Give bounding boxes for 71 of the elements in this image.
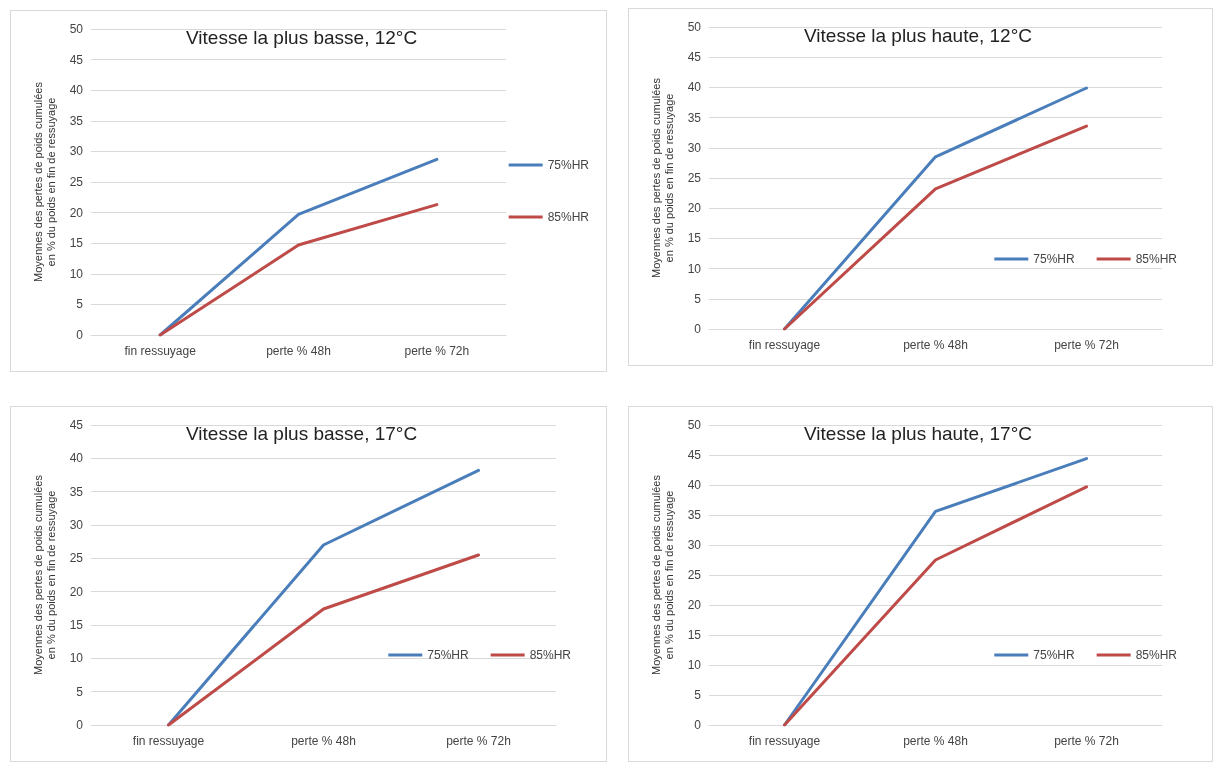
legend-label: 75%HR (427, 648, 469, 662)
chart-title: Vitesse la plus haute, 17°C (804, 423, 1032, 444)
x-tick-label: perte % 48h (291, 734, 356, 748)
chart-title: Vitesse la plus basse, 12°C (186, 27, 418, 48)
y-tick-label: 0 (76, 328, 84, 342)
legend-label: 75%HR (547, 158, 590, 172)
y-tick-label: 15 (69, 236, 84, 251)
y-axis-title: Moyennes des pertes de poids cumulées en % du poids en fin de ressuyage (649, 474, 675, 675)
y-tick-label: 35 (69, 484, 84, 499)
y-tick-label: 30 (69, 144, 84, 159)
y-tick-label: 10 (687, 261, 702, 276)
y-tick-label: 25 (687, 568, 702, 582)
x-tick-label: fin ressuyage (748, 338, 821, 352)
y-tick-label: 35 (687, 110, 702, 125)
y-tick-label: 35 (687, 508, 702, 522)
y-tick-label: 30 (687, 538, 702, 552)
y-tick-label: 10 (69, 266, 84, 281)
y-tick-label: 0 (76, 718, 84, 732)
legend-label: 85%HR (1135, 648, 1178, 662)
y-tick-label: 45 (687, 448, 702, 462)
y-tick-label: 15 (687, 231, 702, 246)
chart-title: Vitesse la plus haute, 12°C (804, 25, 1032, 46)
x-tick-label: perte % 72h (1054, 338, 1119, 352)
y-tick-label: 0 (694, 322, 702, 336)
y-tick-label: 45 (69, 52, 84, 67)
y-tick-label: 15 (69, 618, 84, 632)
y-tick-label: 30 (687, 140, 702, 155)
y-tick-label: 45 (687, 50, 702, 65)
y-tick-label: 40 (69, 451, 84, 466)
legend-label: 85%HR (1135, 252, 1178, 266)
legend-label: 85%HR (529, 648, 572, 662)
x-tick-label: fin ressuyage (124, 344, 197, 358)
y-tick-label: 50 (687, 20, 702, 34)
x-tick-label: perte % 48h (903, 734, 968, 748)
y-tick-label: 10 (687, 658, 702, 672)
y-tick-label: 25 (69, 175, 84, 189)
y-tick-label: 0 (694, 718, 702, 732)
y-axis-title: Moyennes des pertes de poids cumulées en % du poids en fin de ressuyage (31, 81, 57, 282)
y-tick-label: 10 (69, 651, 84, 666)
y-tick-label: 20 (69, 584, 84, 599)
y-tick-label: 40 (69, 83, 84, 98)
y-tick-label: 20 (687, 598, 702, 612)
y-tick-label: 25 (69, 551, 84, 566)
y-tick-label: 15 (687, 628, 702, 642)
y-tick-label: 5 (76, 684, 84, 699)
y-axis-title: Moyennes des pertes de poids cumulées en % du poids en fin de ressuyage (31, 474, 57, 675)
y-tick-label: 25 (687, 171, 702, 185)
y-tick-label: 40 (687, 80, 702, 95)
y-tick-label: 20 (69, 205, 84, 220)
y-tick-label: 5 (76, 297, 84, 312)
y-tick-label: 20 (687, 201, 702, 216)
legend-label: 75%HR (1033, 648, 1075, 662)
legend-label: 85%HR (547, 210, 590, 224)
y-tick-label: 35 (69, 113, 84, 128)
legend-label: 75%HR (1033, 252, 1075, 266)
y-tick-label: 45 (69, 418, 84, 432)
x-tick-label: fin ressuyage (132, 734, 205, 748)
x-tick-label: perte % 72h (446, 734, 511, 748)
x-tick-label: fin ressuyage (748, 734, 821, 748)
x-tick-label: perte % 48h (266, 344, 331, 358)
y-tick-label: 5 (694, 291, 702, 306)
x-tick-label: perte % 72h (1054, 734, 1119, 748)
y-axis-title: Moyennes des pertes de poids cumulées en % du poids en fin de ressuyage (649, 77, 675, 278)
x-tick-label: perte % 72h (404, 344, 470, 358)
chart-title: Vitesse la plus basse, 17°C (186, 423, 418, 444)
y-tick-label: 5 (694, 688, 702, 702)
y-tick-label: 40 (687, 478, 702, 492)
x-tick-label: perte % 48h (903, 338, 968, 352)
y-tick-label: 50 (69, 22, 84, 36)
y-tick-label: 30 (69, 518, 84, 532)
y-tick-label: 50 (687, 418, 702, 432)
